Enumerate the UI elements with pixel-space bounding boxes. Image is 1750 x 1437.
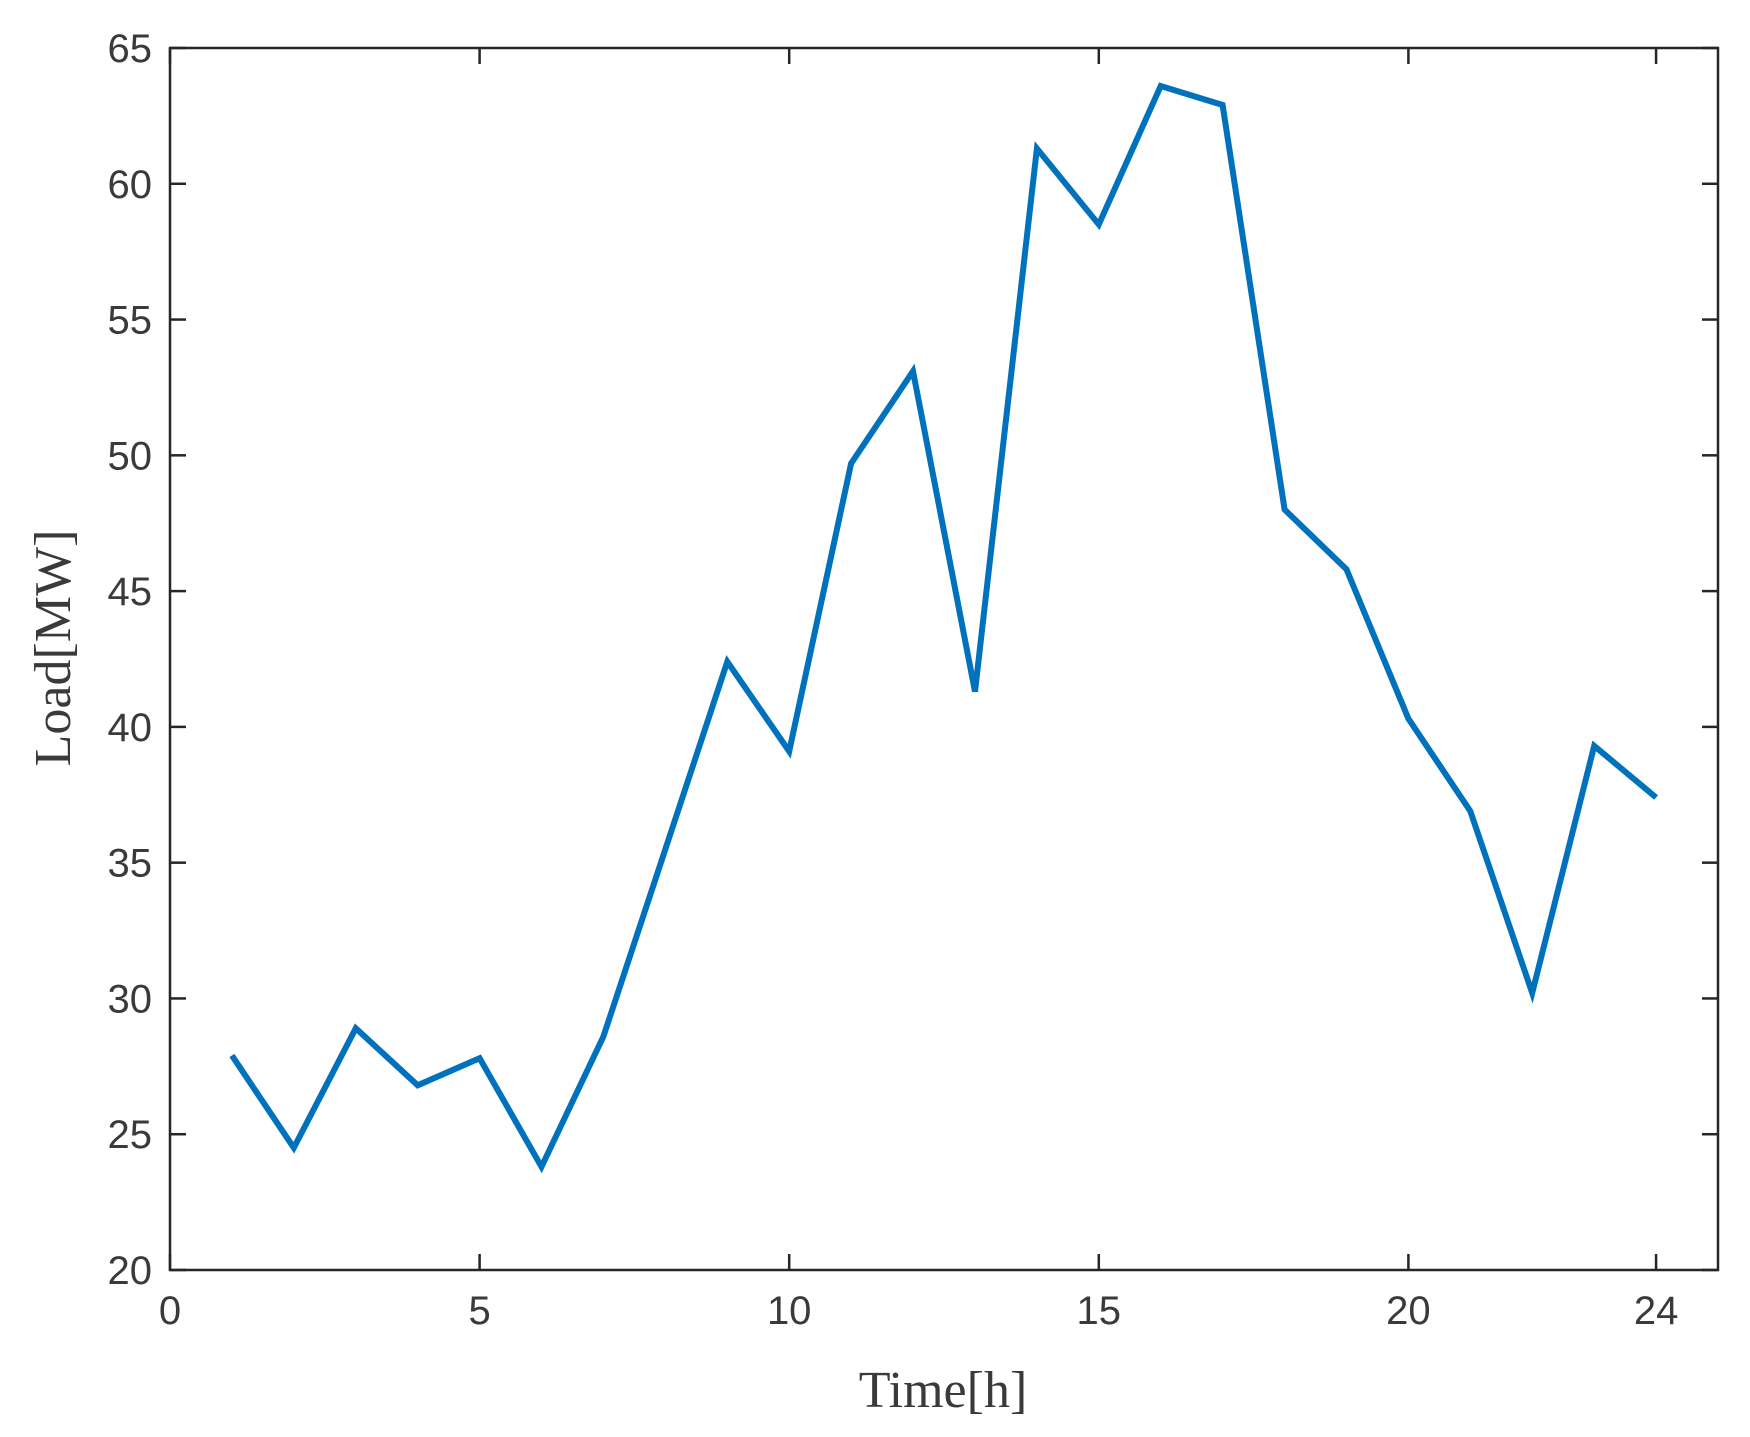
x-tick-label-20: 20 <box>1386 1289 1431 1333</box>
x-tick-label-0: 0 <box>159 1289 181 1333</box>
x-ticks: 0 5 10 15 20 24 <box>159 48 1678 1333</box>
y-tick-label-50: 50 <box>108 434 153 478</box>
y-axis-title: Load[MW] <box>25 530 82 767</box>
y-tick-label-30: 30 <box>108 977 153 1021</box>
x-tick-label-15: 15 <box>1077 1289 1122 1333</box>
x-axis-title: Time[h] <box>859 1362 1028 1419</box>
y-tick-label-65: 65 <box>108 27 153 71</box>
y-tick-label-55: 55 <box>108 299 153 343</box>
x-tick-label-10: 10 <box>767 1289 812 1333</box>
plot-frame <box>168 46 1720 1272</box>
series-line <box>229 82 1659 1174</box>
x-tick-label-24: 24 <box>1634 1289 1679 1333</box>
y-tick-label-35: 35 <box>108 842 153 886</box>
y-tick-label-25: 25 <box>108 1113 153 1157</box>
y-tick-label-45: 45 <box>108 570 153 614</box>
y-ticks: 20 25 30 35 40 45 50 55 60 65 <box>108 27 1718 1293</box>
y-tick-label-60: 60 <box>108 163 153 207</box>
y-tick-label-40: 40 <box>108 706 153 750</box>
x-tick-label-5: 5 <box>468 1289 490 1333</box>
y-tick-label-20: 20 <box>108 1249 153 1293</box>
